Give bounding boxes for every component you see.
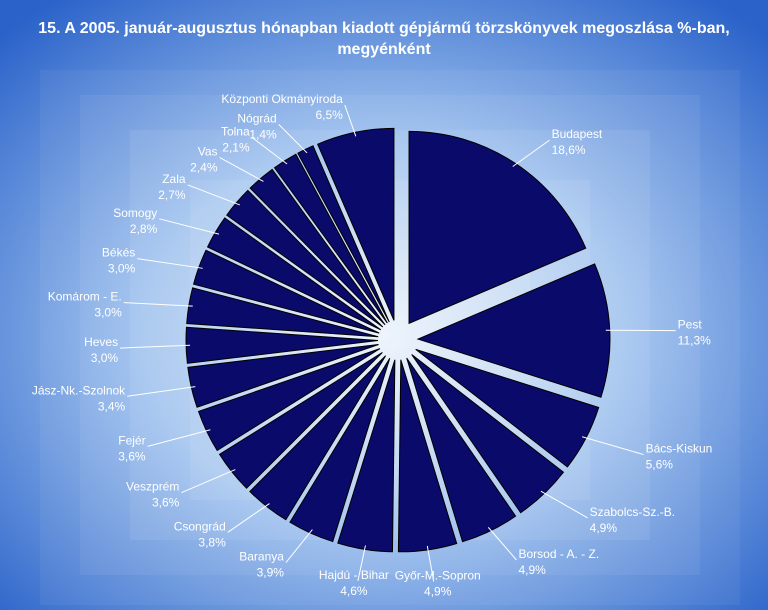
leader-line [227,503,270,533]
slice-label: Jász-Nk.-Szolnok [32,383,126,397]
slice-label: Központi Okmányiroda [221,92,343,106]
leader-line [219,157,264,182]
slice-label: Nógrád [237,111,276,125]
pie-slice [289,357,391,543]
slice-value-label: 11,3% [678,334,711,348]
slice-label: Hajdú - Bihar [319,568,389,582]
slice-label: Tolna [221,124,250,138]
slice-value-label: 6,5% [315,108,343,122]
leader-line [137,258,203,269]
leader-line [487,527,517,561]
leader-line [187,184,241,206]
slice-value-label: 3,8% [198,535,226,549]
slice-label: Szabolcs-Sz.-B. [590,505,675,519]
pie-slice [206,217,382,331]
leader-line [540,490,588,519]
leader-line [426,545,435,582]
slice-value-label: 4,6% [340,584,368,598]
slice-value-label: 5,6% [646,458,674,472]
leader-line [278,123,308,154]
slice-value-label: 2,7% [158,188,186,202]
pie-slice [408,130,587,325]
pie-slice [317,127,395,321]
slice-value-label: 1,4% [249,127,277,141]
pie: Budapest 18,6% Pest 11,3% Bács-Kiskun 5,6% Sza… [32,92,713,599]
slice-value-label: 2,4% [190,160,218,174]
slice-value-label: 18,6% [552,143,586,157]
pie-slice [411,354,565,514]
chart-title: 15. A 2005. január-augusztus hónapban ki… [38,20,730,58]
pie-slice [197,348,381,452]
slice-value-label: 3,6% [118,449,146,463]
slice-label: Fejér [118,433,145,447]
slice-label: Békés [102,246,135,260]
leader-line [251,136,288,165]
pie-slice [297,145,390,323]
pie-slice [249,355,387,521]
leader-line [123,302,193,307]
leader-line [181,469,236,494]
leader-line [127,386,196,397]
slice-value-label: 4,9% [424,585,452,599]
slice-value-label: 3,0% [94,306,122,320]
slice-label: Baranya [239,550,284,564]
leader-line [357,545,366,582]
slice-value-label: 4,9% [518,563,546,577]
slice-value-label: 2,8% [130,222,158,236]
slice-label: Pest [678,318,703,332]
slice-label: Zala [162,172,186,186]
slice-label: Somogy [113,206,157,220]
slice-value-label: 4,9% [590,521,618,535]
leader-line [159,218,220,235]
slice-label: Borsod - A. - Z. [518,547,599,561]
slice-label: Veszprém [126,480,179,494]
slice-label: Heves [84,335,118,349]
slice-value-label: 3,0% [108,262,136,276]
slice-label: Vas [198,144,218,158]
slice-value-label: 3,0% [91,351,119,365]
pie-slice [273,153,388,324]
leader-line [120,344,191,349]
pie-slice [192,249,380,334]
slice-label: Győr-M.-Sopron [395,569,481,583]
pie-slice [406,357,517,543]
pie-slice [249,168,386,326]
slice-value-label: 2,1% [222,140,250,154]
slice-value-label: 3,6% [152,496,180,510]
leader-line [147,429,211,447]
slice-label: Komárom - E. [48,290,122,304]
slice-value-label: 3,9% [257,566,285,580]
slice-label: Budapest [552,127,603,141]
leader-line [512,139,550,167]
leader-line [344,104,357,137]
slice-label: Csongrád [174,519,226,533]
pie-slice [218,352,383,489]
pie-slice [226,189,384,328]
leader-line [581,436,644,456]
pie-slice [415,348,600,468]
slice-value-label: 3,4% [98,399,126,413]
leader-line [285,529,313,563]
slice-label: Bács-Kiskun [646,442,713,456]
